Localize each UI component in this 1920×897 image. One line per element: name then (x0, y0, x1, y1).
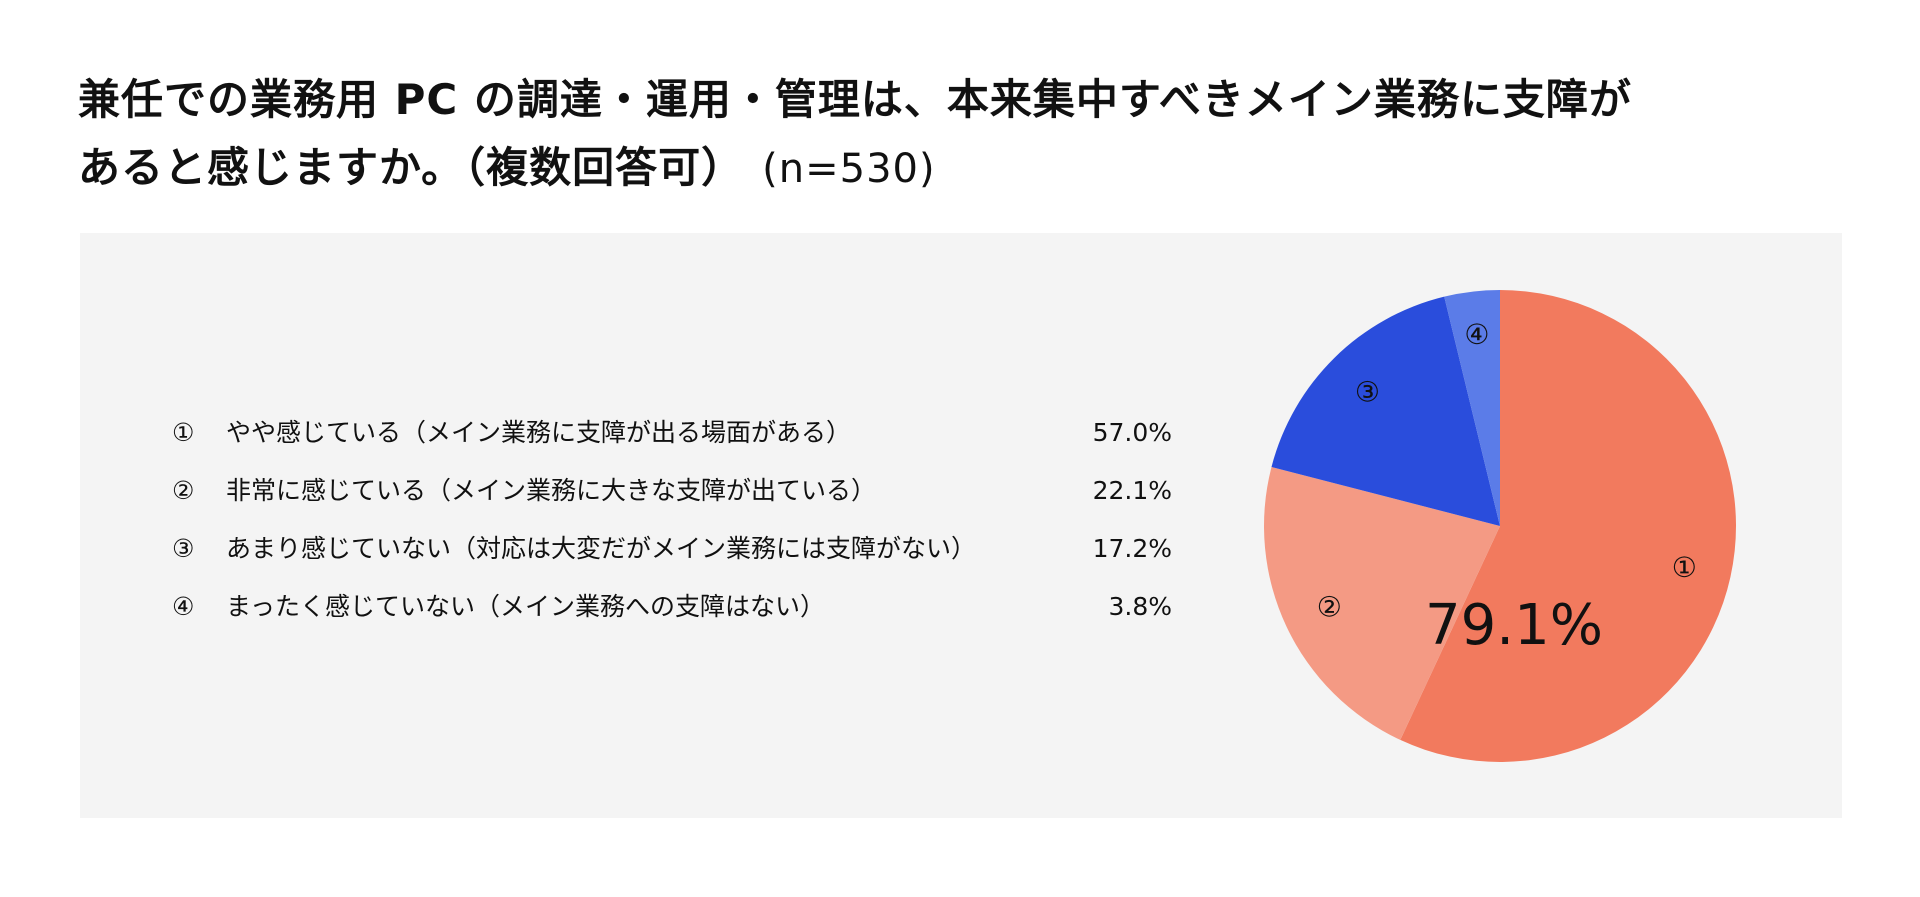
legend-label: 非常に感じている（メイン業務に大きな支障が出ている） (226, 476, 877, 505)
legend-label: やや感じている（メイン業務に支障が出る場面がある） (226, 418, 852, 447)
legend-item-4: ④ まったく感じていない（メイン業務への支障はない） 3.8% (172, 587, 1172, 627)
pie-slice-4 (1444, 290, 1500, 526)
chart-title: 兼任での業務用 PC の調達・運用・管理は、本来集中すべきメイン業務に支障が あ… (78, 66, 1798, 203)
center-annotation: 79.1% (1425, 593, 1603, 658)
legend-value: 3.8% (1108, 592, 1172, 621)
legend-item-3: ③ あまり感じていない（対応は大変だがメイン業務には支障がない） 17.2% (172, 529, 1172, 569)
pie-slice-2 (1264, 467, 1500, 740)
pie-chart: ① ② ③ ④ 79.1% (1264, 290, 1736, 762)
slice-marker-3: ③ (1355, 376, 1380, 409)
legend-marker: ③ (172, 534, 195, 563)
title-line-2: あると感じますか。（複数回答可） (n=530) (78, 134, 1798, 203)
legend-value: 57.0% (1092, 418, 1172, 447)
pie-slice-1 (1400, 290, 1736, 762)
legend-item-1: ① やや感じている（メイン業務に支障が出る場面がある） 57.0% (172, 413, 1172, 453)
legend-value: 17.2% (1092, 534, 1172, 563)
title-line-1: 兼任での業務用 PC の調達・運用・管理は、本来集中すべきメイン業務に支障が (78, 75, 1632, 124)
legend-value: 22.1% (1092, 476, 1172, 505)
sample-size: (n=530) (762, 146, 936, 192)
slice-marker-1: ① (1672, 551, 1697, 584)
slice-marker-2: ② (1317, 591, 1342, 624)
chart-panel: ① やや感じている（メイン業務に支障が出る場面がある） 57.0% ② 非常に感… (80, 233, 1842, 818)
legend-marker: ① (172, 418, 195, 447)
slice-marker-4: ④ (1464, 318, 1489, 351)
legend-marker: ④ (172, 592, 195, 621)
legend-marker: ② (172, 476, 195, 505)
pie-slice-3 (1271, 296, 1500, 526)
legend-label: まったく感じていない（メイン業務への支障はない） (226, 592, 826, 621)
legend-label: あまり感じていない（対応は大変だがメイン業務には支障がない） (226, 534, 977, 563)
legend-item-2: ② 非常に感じている（メイン業務に大きな支障が出ている） 22.1% (172, 471, 1172, 511)
title-line-2-text: あると感じますか。（複数回答可） (78, 143, 745, 192)
